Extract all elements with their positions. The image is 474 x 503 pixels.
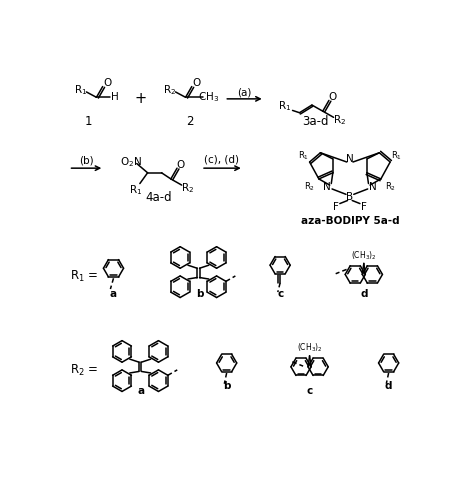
Text: (CH$_3$)$_2$: (CH$_3$)$_2$ [351, 249, 377, 262]
Text: B: B [346, 193, 354, 202]
Text: N: N [346, 154, 354, 164]
Text: (b): (b) [79, 155, 94, 165]
Text: (CH$_3$)$_2$: (CH$_3$)$_2$ [297, 342, 322, 354]
Text: d: d [385, 381, 392, 391]
Text: R$_2$ =: R$_2$ = [70, 363, 98, 378]
Text: O: O [177, 160, 185, 170]
Text: N: N [369, 182, 377, 192]
Text: a: a [110, 289, 117, 299]
Text: CH$_3$: CH$_3$ [198, 91, 219, 104]
Text: R$_2$: R$_2$ [304, 181, 315, 193]
Text: b: b [223, 381, 230, 391]
Text: H: H [111, 93, 119, 102]
Text: O$_2$N: O$_2$N [120, 155, 142, 169]
Text: 1: 1 [84, 116, 91, 128]
Text: R$_1$: R$_1$ [278, 100, 292, 114]
Text: a: a [138, 386, 145, 396]
Text: F: F [333, 202, 339, 212]
Text: R$_2$: R$_2$ [164, 82, 177, 97]
Text: O: O [192, 78, 201, 89]
Text: N: N [323, 182, 330, 192]
Text: R$_1$: R$_1$ [74, 82, 88, 97]
Text: 4a-d: 4a-d [145, 191, 172, 204]
Text: R$_1$: R$_1$ [129, 183, 143, 197]
Text: c: c [307, 386, 313, 396]
Text: (a): (a) [237, 88, 252, 98]
Text: R$_2$: R$_2$ [333, 114, 346, 127]
Text: F: F [361, 202, 367, 212]
Text: b: b [196, 289, 203, 299]
Text: 3a-d: 3a-d [302, 116, 328, 128]
Text: O: O [328, 93, 337, 102]
Text: 2: 2 [186, 116, 193, 128]
Text: R$_2$: R$_2$ [384, 181, 396, 193]
Text: c: c [277, 289, 283, 299]
Text: aza-BODIPY 5a-d: aza-BODIPY 5a-d [301, 215, 399, 225]
Text: O: O [103, 78, 111, 89]
Text: (c), (d): (c), (d) [204, 155, 239, 164]
Text: R$_1$: R$_1$ [298, 149, 309, 162]
Text: R$_1$ =: R$_1$ = [70, 269, 98, 284]
Text: R$_2$: R$_2$ [182, 181, 194, 195]
Text: d: d [360, 289, 367, 299]
Text: R$_1$: R$_1$ [391, 149, 402, 162]
Text: +: + [135, 92, 146, 106]
